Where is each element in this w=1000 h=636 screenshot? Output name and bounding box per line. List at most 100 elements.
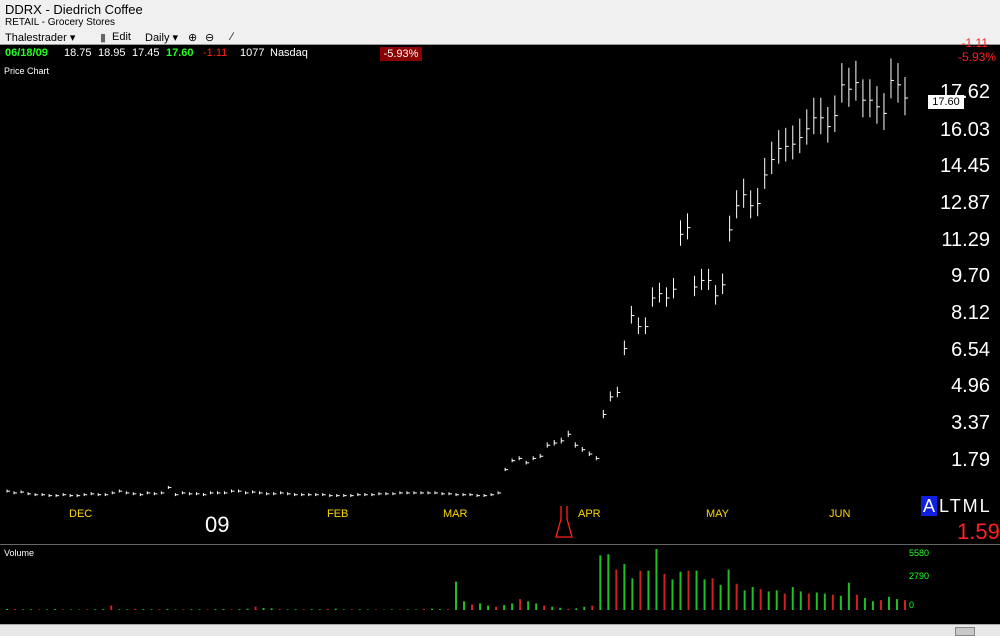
sector-label[interactable]: RETAIL - Grocery Stores [5,17,116,28]
price-bar [132,492,137,496]
price-bar [160,491,165,495]
quote-volume: 1077 [240,47,265,59]
price-bar [462,493,467,497]
price-bar [378,492,382,496]
price-bar [41,493,46,497]
quote-close: 17.60 [166,47,194,59]
price-bar [862,79,866,118]
y-tick-label: 3.37 [951,412,990,434]
price-bar [750,190,754,219]
period-selector[interactable]: Daily ▾ [145,32,179,44]
price-bar [497,491,502,495]
price-bar [294,493,298,497]
volume-tick-label: 5580 [909,548,930,558]
price-bar [595,456,600,461]
price-bar [209,491,214,495]
price-bar [216,491,221,495]
draw-line-icon[interactable]: ∕ [231,31,233,43]
price-bar [630,305,635,324]
price-bar [757,187,761,217]
price-bar [539,453,544,459]
symbol-title[interactable]: DDRX - Diedrich Coffee [5,2,143,17]
price-bar [518,456,523,461]
price-bar [743,178,747,208]
price-bar [855,60,859,101]
price-bar [343,494,347,497]
price-bar [665,287,670,307]
period-label: Daily [145,32,170,44]
price-bar [13,491,18,495]
price-bar [238,489,242,493]
price-bar [476,494,481,497]
price-bar [329,494,333,497]
rating-rest: LTML [939,496,992,516]
price-bar [644,317,649,335]
price-bar [434,491,438,495]
price-bar [764,157,768,189]
price-bar [259,491,263,495]
horizontal-scrollbar[interactable] [0,624,1000,636]
price-bar [680,220,684,246]
price-bar [90,492,95,496]
price-bar [111,491,116,495]
zoom-out-icon[interactable]: ⊖ [205,32,215,44]
price-bar [399,491,403,495]
rating-strip: A LTML [921,496,992,517]
price-bar [273,492,277,496]
price-bar [778,130,782,164]
volume-tick-label: 0 [909,600,915,610]
bars-icon[interactable]: ▮ [100,32,107,44]
price-bar [55,494,60,497]
price-bar [195,492,200,496]
price-bar [125,491,130,495]
price-bar [897,63,901,103]
rating-value: 1.59 [957,519,1000,544]
edit-button[interactable]: Edit [112,31,131,43]
price-bar [406,491,410,495]
price-bar [62,493,67,497]
price-bar [252,490,256,494]
price-bar [736,190,740,219]
price-bar [167,485,172,489]
price-bar [806,109,810,145]
change-pct-badge: -5.93% [380,47,422,61]
price-bar [483,494,488,497]
price-bar [427,491,431,495]
price-bar [609,391,614,402]
price-bar [350,494,354,497]
price-bar [687,213,691,240]
earnings-marker-icon[interactable] [555,506,573,538]
price-bar [34,493,39,497]
price-bar [637,317,642,335]
price-bar [266,492,270,496]
layout-label: Thalestrader [5,32,67,44]
zoom-in-icon[interactable]: ⊕ [188,32,198,44]
price-bar [420,491,424,495]
toolbar: Thalestrader ▾ ▮ Edit Daily ▾ ⊕ ⊖ ∕ [0,31,300,45]
price-bar [245,491,249,495]
y-tick-label: 12.87 [939,192,990,214]
volume-tick-label: 2790 [909,571,930,581]
layout-selector[interactable]: Thalestrader ▾ [5,32,76,44]
price-bar [48,494,53,497]
price-bar [588,451,593,457]
price-bar [357,493,361,497]
price-bar [890,58,894,99]
price-bar [771,141,775,175]
top-change-pct: -5.93% [957,50,996,64]
price-bar [301,493,305,497]
price-bar [441,492,445,496]
price-bar [574,442,579,448]
price-bar [701,268,705,290]
price-bar [883,93,887,130]
y-tick-label: 11.29 [941,229,990,251]
price-bar [715,285,719,305]
price-bar [83,493,88,497]
price-bar [904,76,908,116]
month-label-jun: JUN [829,508,851,520]
volume-label: Volume [4,548,35,558]
price-bar [694,275,698,297]
month-label-dec: DEC [69,508,93,520]
price-bar [490,493,495,497]
y-tick-label: 8.12 [951,302,990,324]
